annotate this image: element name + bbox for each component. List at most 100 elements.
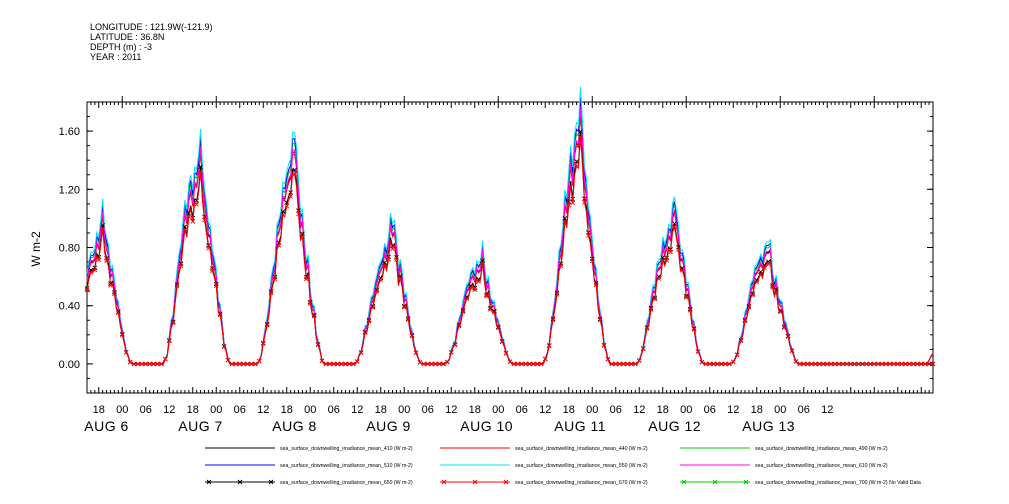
series-marker-670 bbox=[319, 358, 325, 364]
series-marker-670 bbox=[437, 361, 442, 367]
legend-marker-650 bbox=[268, 479, 274, 485]
x-tick-label: 12 bbox=[163, 404, 175, 416]
series-marker-670 bbox=[821, 361, 826, 367]
series-marker-670 bbox=[781, 325, 787, 330]
x-tick-label: 06 bbox=[234, 404, 246, 416]
plot-frame bbox=[86, 101, 934, 394]
series-marker-670 bbox=[601, 343, 607, 348]
series-marker-670 bbox=[401, 305, 407, 310]
series-marker-670 bbox=[186, 214, 192, 220]
series-marker-670 bbox=[727, 361, 732, 367]
series-marker-670 bbox=[492, 309, 497, 315]
series-marker-670 bbox=[127, 359, 133, 365]
series-marker-670 bbox=[386, 256, 391, 262]
series-line-670 bbox=[86, 136, 934, 365]
series-marker-670 bbox=[785, 334, 791, 339]
series-marker-670 bbox=[221, 344, 227, 350]
series-marker-670 bbox=[272, 276, 278, 282]
series-marker-670 bbox=[621, 361, 626, 367]
series-marker-670 bbox=[390, 246, 395, 252]
series-marker-670 bbox=[762, 265, 767, 271]
x-labels: 18 00 06 12 18 00 06 12 18 00 06 12 18 00 06 12 18 00 06 12… bbox=[84, 404, 833, 434]
series-marker-650 bbox=[362, 329, 368, 335]
series-marker-670 bbox=[758, 271, 763, 277]
series-marker-670 bbox=[817, 361, 822, 367]
series-marker-670 bbox=[174, 283, 180, 289]
legend-marker-700 bbox=[712, 479, 718, 485]
series-marker-670 bbox=[766, 261, 771, 267]
series-marker-670 bbox=[891, 361, 897, 367]
series-marker-670 bbox=[515, 361, 521, 367]
legend: sea_surface_downwelling_irradiance_mean_… bbox=[205, 446, 921, 486]
series-marker-670 bbox=[166, 338, 172, 344]
x-tick-label: 00 bbox=[680, 404, 692, 416]
series-marker-670 bbox=[711, 361, 716, 367]
legend-marker-670 bbox=[472, 479, 478, 485]
series-marker-670 bbox=[507, 359, 513, 365]
series-marker-670 bbox=[629, 361, 634, 367]
legend-label-550: sea_surface_downwelling_irradiance_mean_… bbox=[515, 463, 648, 469]
series-marker-670 bbox=[609, 361, 615, 367]
x-tick-label: 06 bbox=[704, 404, 716, 416]
series-marker-670 bbox=[805, 361, 810, 367]
series-marker-670 bbox=[370, 305, 376, 310]
series-marker-670 bbox=[351, 361, 356, 367]
series-marker-670 bbox=[374, 289, 380, 294]
series-marker-670 bbox=[750, 292, 756, 298]
series-marker-670 bbox=[441, 361, 446, 367]
series-marker-670 bbox=[523, 361, 528, 367]
series-marker-650 bbox=[468, 283, 474, 289]
x-tick-label: 12 bbox=[445, 404, 457, 416]
series-marker-670 bbox=[911, 361, 916, 367]
series-marker-670 bbox=[883, 361, 889, 367]
x-tick-label: 00 bbox=[304, 404, 316, 416]
series-marker-670 bbox=[777, 309, 783, 315]
x-tick-label: 06 bbox=[328, 404, 340, 416]
year-label: YEAR : 2011 bbox=[90, 52, 142, 62]
x-tick-label: 18 bbox=[281, 404, 293, 416]
series-marker-670 bbox=[852, 361, 857, 367]
series-marker-670 bbox=[633, 361, 638, 367]
date-label: AUG 10 bbox=[460, 418, 513, 434]
series-marker-670 bbox=[362, 330, 368, 335]
legend-label-410: sea_surface_downwelling_irradiance_mean_… bbox=[280, 446, 413, 452]
series-marker-670 bbox=[116, 310, 121, 316]
series-marker-670 bbox=[198, 169, 203, 174]
series-marker-670 bbox=[562, 219, 568, 224]
series-marker-670 bbox=[429, 361, 434, 367]
x-tick-label: 12 bbox=[633, 404, 645, 416]
x-tick-label: 18 bbox=[469, 404, 481, 416]
series-marker-670 bbox=[558, 263, 564, 269]
series-marker-670 bbox=[394, 257, 399, 263]
x-tick-label: 12 bbox=[727, 404, 739, 416]
series-marker-670 bbox=[836, 361, 842, 367]
series-marker-670 bbox=[417, 360, 423, 365]
series-marker-670 bbox=[249, 361, 254, 367]
series-marker-670 bbox=[96, 257, 102, 262]
series-marker-670 bbox=[468, 285, 474, 291]
series-marker-670 bbox=[217, 312, 223, 318]
series-marker-670 bbox=[797, 361, 803, 367]
series-marker-670 bbox=[206, 245, 211, 251]
y-tick-label: 1.20 bbox=[59, 184, 80, 196]
x-tick-label: 12 bbox=[257, 404, 269, 416]
series-marker-670 bbox=[738, 338, 744, 344]
series-line-410 bbox=[86, 110, 934, 365]
series-marker-670 bbox=[715, 361, 720, 367]
series-marker-670 bbox=[464, 296, 470, 302]
x-tick-label: 00 bbox=[116, 404, 128, 416]
series-marker-670 bbox=[139, 361, 145, 367]
series-marker-670 bbox=[531, 361, 536, 367]
legend-marker-670 bbox=[441, 479, 447, 485]
series-marker-670 bbox=[707, 361, 713, 367]
series-marker-670 bbox=[593, 282, 599, 288]
series-marker-670 bbox=[155, 361, 160, 367]
series-marker-670 bbox=[605, 356, 611, 362]
series-marker-670 bbox=[233, 361, 239, 367]
series-marker-670 bbox=[683, 295, 689, 300]
series-marker-670 bbox=[304, 276, 309, 282]
series-marker-670 bbox=[194, 201, 199, 207]
series-marker-670 bbox=[100, 226, 105, 231]
y-tick-label: 0.40 bbox=[59, 301, 80, 313]
x-tick-label: 18 bbox=[187, 404, 199, 416]
